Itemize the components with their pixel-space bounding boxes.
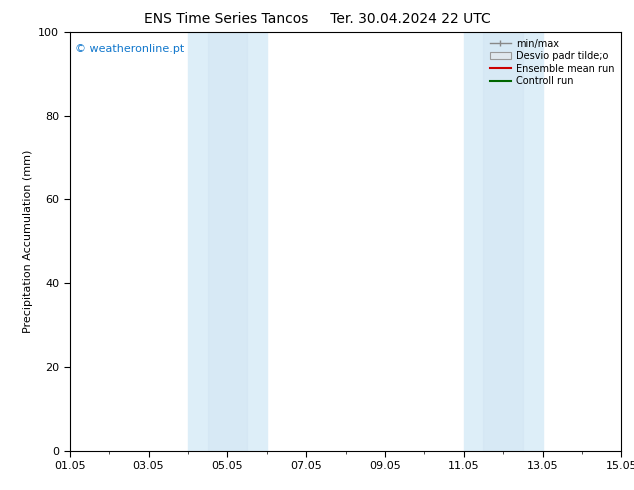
Bar [188, 32, 267, 451]
Text: © weatheronline.pt: © weatheronline.pt [75, 45, 184, 54]
Bar [483, 32, 523, 451]
Legend: min/max, Desvio padr tilde;o, Ensemble mean run, Controll run: min/max, Desvio padr tilde;o, Ensemble m… [488, 37, 616, 88]
Bar [463, 32, 543, 451]
Bar [207, 32, 247, 451]
Text: ENS Time Series Tancos     Ter. 30.04.2024 22 UTC: ENS Time Series Tancos Ter. 30.04.2024 2… [144, 12, 490, 26]
Y-axis label: Precipitation Accumulation (mm): Precipitation Accumulation (mm) [23, 149, 33, 333]
